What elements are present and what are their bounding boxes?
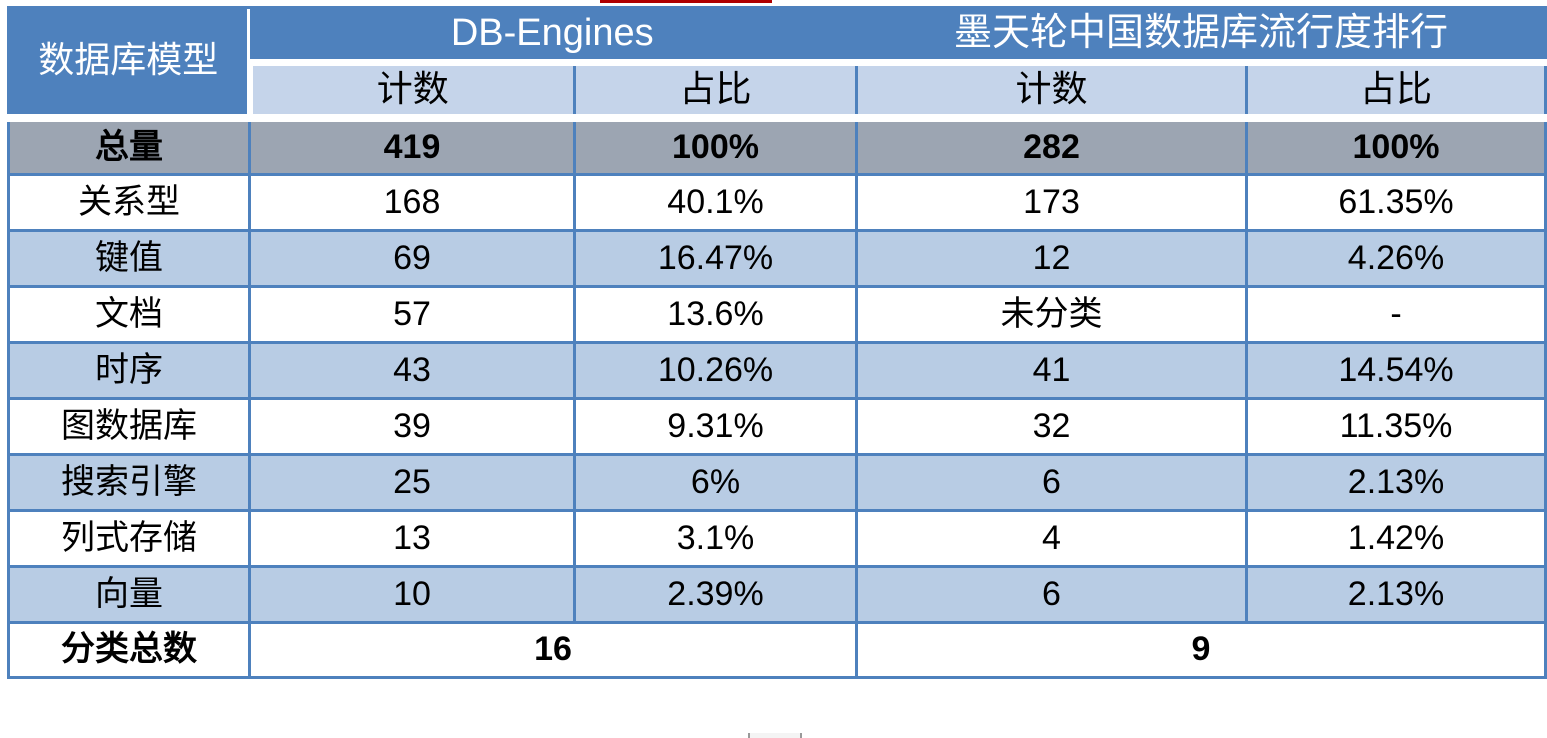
sub-header-row: 计数 占比 计数 占比 (9, 59, 1547, 119)
row-label: 列式存储 (7, 509, 251, 568)
cell-value: 12 (855, 229, 1248, 288)
cell-value: 25 (248, 453, 576, 512)
cell-value: 419 (248, 113, 576, 176)
cell-value: 100% (1245, 113, 1547, 176)
cell-value: 4 (855, 509, 1248, 568)
cell-value: 6 (855, 453, 1248, 512)
cell-value: 6 (855, 565, 1248, 624)
cell-value: 69 (248, 229, 576, 288)
table-row: 文档 57 13.6% 未分类 - (7, 285, 1547, 344)
subheader-mt-share: 占比 (1245, 59, 1547, 119)
cell-value: 10 (248, 565, 576, 624)
footer-row: 分类总数 16 9 (7, 621, 1547, 679)
table-container: 数据库模型 DB-Engines 墨天轮中国数据库流行度排行 计数 占比 计数 … (7, 6, 1547, 679)
row-label: 向量 (7, 565, 251, 624)
cell-value: 3.1% (573, 509, 858, 568)
row-label: 分类总数 (7, 621, 251, 679)
table-row: 图数据库 39 9.31% 32 11.35% (7, 397, 1547, 456)
subheader-db-share: 占比 (573, 59, 858, 119)
cell-value: 9.31% (573, 397, 858, 456)
cell-value: 43 (248, 341, 576, 400)
cell-value: 168 (248, 173, 576, 232)
subheader-mt-count: 计数 (855, 59, 1248, 119)
cell-value: 2.13% (1245, 453, 1547, 512)
cell-value: 282 (855, 113, 1248, 176)
cell-value: 1.42% (1245, 509, 1547, 568)
cell-value: 40.1% (573, 173, 858, 232)
cell-value: 2.13% (1245, 565, 1547, 624)
cell-value: 16.47% (573, 229, 858, 288)
cell-value: 100% (573, 113, 858, 176)
table-row: 键值 69 16.47% 12 4.26% (7, 229, 1547, 288)
cell-value: 61.35% (1245, 173, 1547, 232)
cell-value: - (1245, 285, 1547, 344)
scrollbar-fragment-artifact (748, 733, 802, 738)
cell-value: 14.54% (1245, 341, 1547, 400)
cell-value: 57 (248, 285, 576, 344)
cell-value: 6% (573, 453, 858, 512)
group-header-motianlun: 墨天轮中国数据库流行度排行 (855, 6, 1547, 64)
table-row: 列式存储 13 3.1% 4 1.42% (7, 509, 1547, 568)
group-header-row: 数据库模型 DB-Engines 墨天轮中国数据库流行度排行 (7, 6, 1547, 119)
cell-value: 10.26% (573, 341, 858, 400)
total-row: 总量 419 100% 282 100% (7, 113, 1547, 176)
cell-value: 2.39% (573, 565, 858, 624)
row-label: 文档 (7, 285, 251, 344)
cell-value: 173 (855, 173, 1248, 232)
comparison-table: 数据库模型 DB-Engines 墨天轮中国数据库流行度排行 计数 占比 计数 … (7, 6, 1547, 679)
red-line-artifact (600, 0, 772, 3)
table-row: 时序 43 10.26% 41 14.54% (7, 341, 1547, 400)
cell-value: 41 (855, 341, 1248, 400)
row-label: 图数据库 (7, 397, 251, 456)
row-label: 关系型 (7, 173, 251, 232)
row-label: 键值 (7, 229, 251, 288)
table-row: 关系型 168 40.1% 173 61.35% (7, 173, 1547, 232)
group-header-db-engines: DB-Engines (249, 6, 858, 64)
subheader-db-count: 计数 (246, 59, 576, 119)
cell-value: 未分类 (855, 285, 1248, 344)
row-label: 时序 (7, 341, 251, 400)
table-row: 向量 10 2.39% 6 2.13% (7, 565, 1547, 624)
cell-value: 32 (855, 397, 1248, 456)
corner-header: 数据库模型 (7, 6, 250, 119)
table-row: 搜索引擎 25 6% 6 2.13% (7, 453, 1547, 512)
row-label: 搜索引擎 (7, 453, 251, 512)
cell-value: 11.35% (1245, 397, 1547, 456)
cell-value: 39 (248, 397, 576, 456)
cell-value: 4.26% (1245, 229, 1547, 288)
row-label: 总量 (7, 113, 251, 176)
cell-value-merged: 16 (248, 621, 858, 679)
cell-value-merged: 9 (855, 621, 1547, 679)
cell-value: 13.6% (573, 285, 858, 344)
cell-value: 13 (248, 509, 576, 568)
